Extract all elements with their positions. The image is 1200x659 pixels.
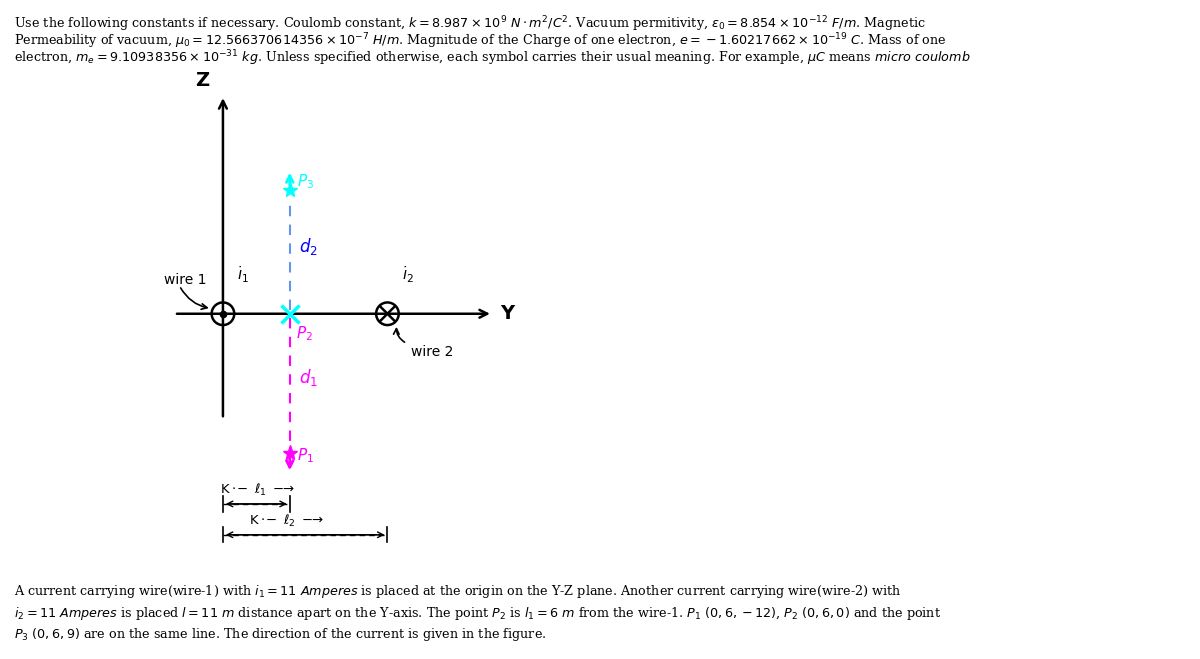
Text: Z: Z xyxy=(196,71,210,90)
Text: $d_2$: $d_2$ xyxy=(299,236,318,257)
Text: wire 1: wire 1 xyxy=(164,273,206,287)
Text: Y: Y xyxy=(500,304,515,324)
Text: $d_1$: $d_1$ xyxy=(299,367,318,388)
Text: Permeability of vacuum, $\mu_0 = 12.566370614356 \times 10^{-7}\ H/m$. Magnitude: Permeability of vacuum, $\mu_0 = 12.5663… xyxy=(14,32,947,51)
Text: $P_1$: $P_1$ xyxy=(298,446,314,465)
Text: $\dot{\imath}_1$: $\dot{\imath}_1$ xyxy=(238,265,250,285)
Text: $\dot{\imath}_2$: $\dot{\imath}_2$ xyxy=(402,265,414,285)
Text: A current carrying wire(wire-1) with $i_1 = 11$ $\mathit{Amperes}$ is placed at : A current carrying wire(wire-1) with $i_… xyxy=(14,583,901,600)
Text: Use the following constants if necessary. Coulomb constant, $k = 8.987 \times 10: Use the following constants if necessary… xyxy=(14,14,926,34)
Text: $P_3$: $P_3$ xyxy=(298,172,314,191)
Text: $\mathsf{K} \cdot\!\!-\ \ell_2\ -\!\!\!\rightarrow$: $\mathsf{K} \cdot\!\!-\ \ell_2\ -\!\!\!\… xyxy=(248,513,324,529)
Text: $i_2 = 11$ $\mathit{Amperes}$ is placed $l = 11\ m$ distance apart on the Y-axis: $i_2 = 11$ $\mathit{Amperes}$ is placed … xyxy=(14,605,942,622)
Text: $P_3\ (0, 6, 9)$ are on the same line. The direction of the current is given in : $P_3\ (0, 6, 9)$ are on the same line. T… xyxy=(14,626,547,643)
Text: electron, $m_e = 9.10938356 \times 10^{-31}\ kg$. Unless specified otherwise, ea: electron, $m_e = 9.10938356 \times 10^{-… xyxy=(14,49,971,69)
Text: $\mathsf{K} \cdot\!\!-\ \ell_1\ -\!\!\!\rightarrow$: $\mathsf{K} \cdot\!\!-\ \ell_1\ -\!\!\!\… xyxy=(221,482,295,498)
Text: wire 2: wire 2 xyxy=(410,345,452,359)
Text: $P_2$: $P_2$ xyxy=(296,324,313,343)
